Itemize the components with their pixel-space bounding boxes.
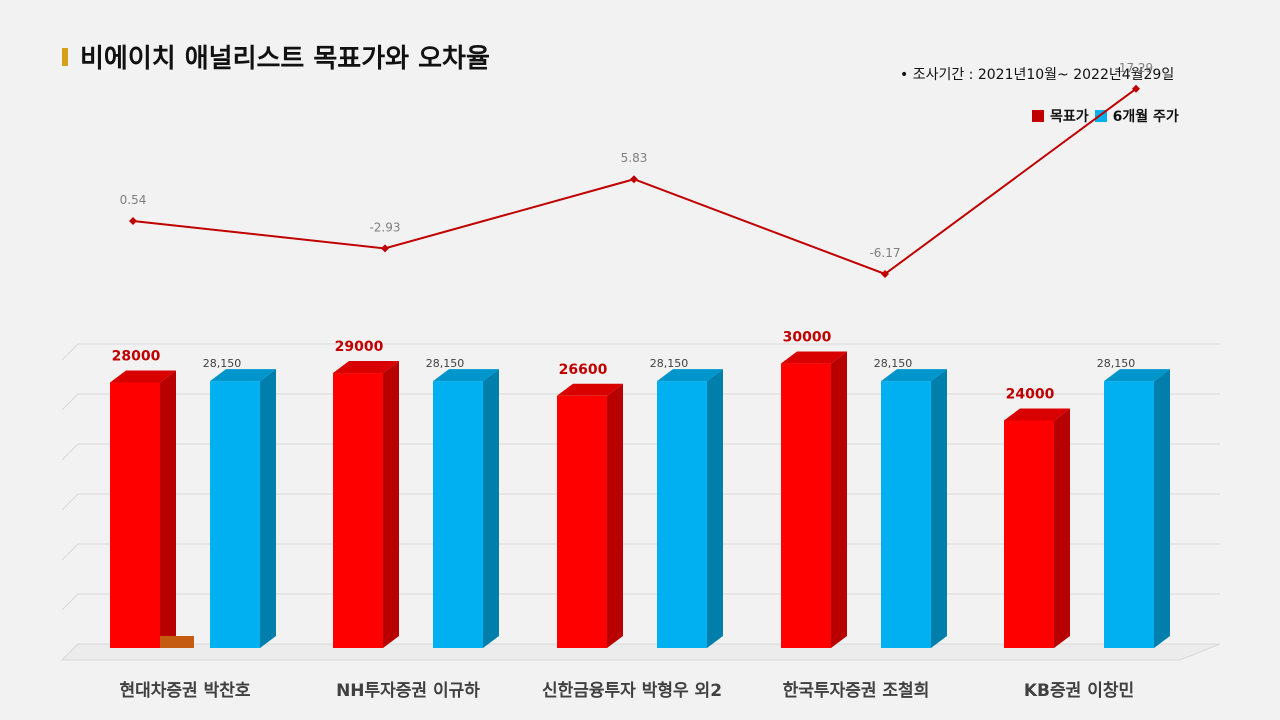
line-point <box>630 175 638 184</box>
bar-target-side <box>607 383 623 648</box>
bar-target-top <box>110 370 176 383</box>
bar-label-price: 28,150 <box>874 357 913 370</box>
bar-price-top <box>881 369 947 382</box>
line-label: 0.54 <box>120 193 147 207</box>
line-point <box>1132 84 1140 93</box>
line-point <box>381 244 389 253</box>
category-label: 한국투자증권 조철희 <box>783 681 930 701</box>
bar-price-top <box>1104 369 1170 382</box>
gridline-side <box>61 343 79 361</box>
line-point <box>881 269 889 278</box>
bar-price-top <box>210 369 276 382</box>
bar-target-top <box>333 361 399 374</box>
bar-price-side <box>483 369 499 648</box>
bar-price <box>1104 381 1154 648</box>
bar-price-side <box>931 369 947 648</box>
bar-target <box>333 373 383 648</box>
line-label: 17.29 <box>1119 61 1153 75</box>
legend-label-price: 6개월 주가 <box>1112 109 1179 125</box>
bar-target <box>1004 420 1054 648</box>
bar-price-side <box>260 369 276 648</box>
bar-target-side <box>831 351 847 648</box>
line-label: -6.17 <box>869 246 900 260</box>
bar-label-price: 28,150 <box>426 357 465 370</box>
legend-label-target: 목표가 <box>1050 109 1089 125</box>
bar-target-top <box>1004 408 1070 421</box>
bar-label-target: 30000 <box>783 330 832 346</box>
bar-label-target: 26600 <box>559 362 608 378</box>
bar-target <box>781 363 831 648</box>
gridline-side <box>61 543 79 561</box>
line-label: -2.93 <box>369 220 400 234</box>
category-label: 현대차증권 박찬호 <box>119 681 250 701</box>
bar-label-target: 28000 <box>112 349 161 365</box>
bar-target-top <box>781 351 847 364</box>
survey-period: • 조사기간 : 2021년10월~ 2022년4월29일 <box>900 67 1175 83</box>
gridline-side <box>61 443 79 461</box>
bar-target <box>110 382 160 648</box>
bar-price <box>433 381 483 648</box>
floor-connector <box>160 636 194 648</box>
bar-target-side <box>383 361 399 648</box>
bar-label-price: 28,150 <box>650 357 689 370</box>
line-point <box>129 217 137 225</box>
bar-price <box>657 381 707 648</box>
category-label: KB증권 이창민 <box>1024 681 1134 701</box>
bar-label-target: 24000 <box>1006 386 1055 402</box>
bar-target-side <box>160 370 176 648</box>
bar-target-side <box>1054 408 1070 648</box>
bar-target <box>557 395 607 648</box>
bar-price <box>210 381 260 648</box>
bar-price-top <box>657 369 723 382</box>
category-label: 신한금융투자 박형우 외2 <box>542 680 722 701</box>
bar-price <box>881 381 931 648</box>
line-label: 5.83 <box>621 151 648 165</box>
bar-label-price: 28,150 <box>203 357 242 370</box>
title-accent-bar <box>62 48 68 66</box>
gridline-side <box>61 393 79 411</box>
legend-swatch-target <box>1032 110 1044 122</box>
gridline-side <box>61 593 79 611</box>
bar-target-top <box>557 383 623 396</box>
chart-legend: 목표가 6개월 주가 <box>1032 106 1185 126</box>
bar-price-top <box>433 369 499 382</box>
page-title: 비에이치 애널리스트 목표가와 오차율 <box>80 44 490 74</box>
bar-label-target: 29000 <box>335 339 384 355</box>
bar-price-side <box>707 369 723 648</box>
category-label: NH투자증권 이규하 <box>336 681 480 701</box>
bar-price-side <box>1154 369 1170 648</box>
gridline-side <box>61 493 79 511</box>
bar-label-price: 28,150 <box>1097 357 1136 370</box>
